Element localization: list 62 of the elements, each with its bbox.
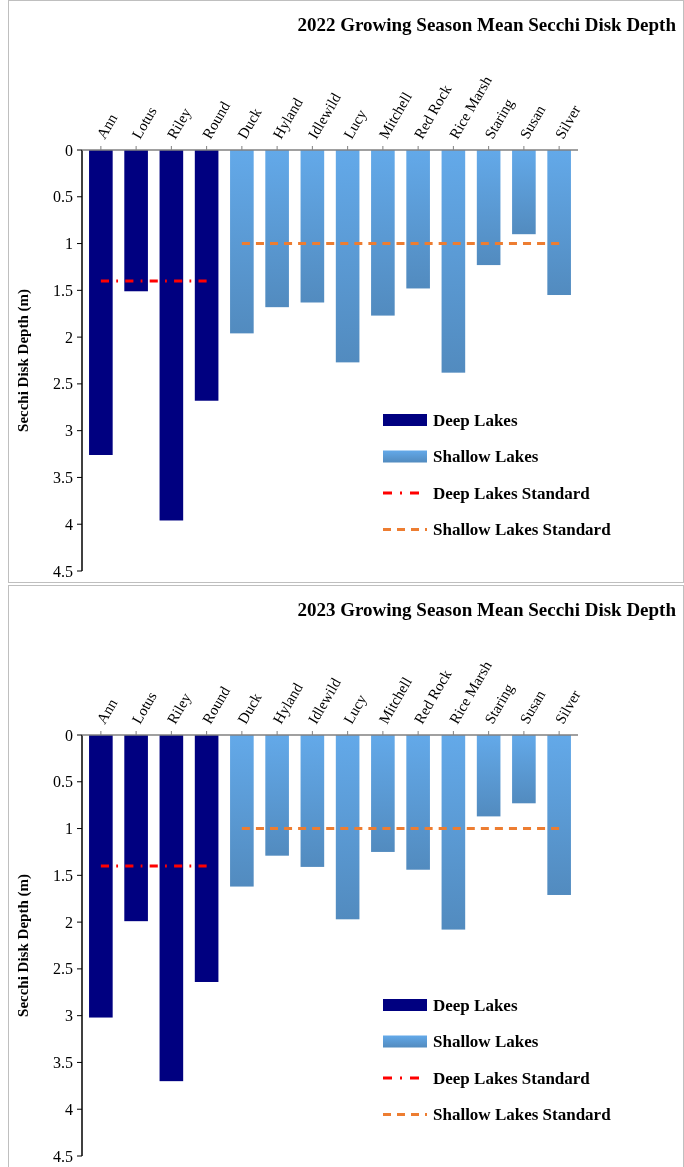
y-tick-label: 4.5 <box>53 1147 73 1165</box>
bar <box>300 735 325 867</box>
x-tick-label: Ann <box>93 695 121 727</box>
chart-title: 2022 Growing Season Mean Secchi Disk Depth <box>297 14 677 35</box>
bar <box>547 735 571 895</box>
bar <box>441 150 466 373</box>
legend-label: Deep Lakes Standard <box>433 1068 591 1088</box>
bar <box>124 735 148 922</box>
y-tick-label: 2 <box>65 328 73 346</box>
y-tick-label: 4 <box>65 1100 73 1118</box>
bar <box>512 150 536 235</box>
y-tick-label: 0 <box>65 141 73 159</box>
bar <box>371 735 395 852</box>
bar <box>124 150 148 292</box>
y-tick-label: 4 <box>65 515 73 533</box>
y-tick-label: 2.5 <box>53 375 73 393</box>
y-tick-label: 1.5 <box>53 866 73 884</box>
bar <box>335 735 360 920</box>
y-tick-label: 3.5 <box>53 469 73 487</box>
legend-label: Shallow Lakes Standard <box>433 1105 612 1125</box>
bar <box>547 150 571 296</box>
bar <box>230 735 254 887</box>
bar <box>406 735 430 870</box>
y-axis-title: Secchi Disk Depth (m) <box>15 289 32 432</box>
y-tick-label: 1 <box>65 235 73 253</box>
bar <box>265 735 289 856</box>
legend-label: Shallow Lakes <box>433 1032 539 1052</box>
y-tick-label: 0.5 <box>53 773 73 791</box>
y-tick-label: 3.5 <box>53 1054 73 1072</box>
y-tick-label: 0.5 <box>53 188 73 206</box>
y-tick-label: 3 <box>65 422 73 440</box>
bar <box>194 150 219 401</box>
bar <box>159 150 184 521</box>
legend-label: Deep Lakes Standard <box>433 483 591 503</box>
bar <box>441 735 466 930</box>
bar <box>159 735 184 1082</box>
y-tick-label: 0 <box>65 726 73 744</box>
y-tick-label: 1 <box>65 820 73 838</box>
legend-label: Deep Lakes <box>433 995 518 1015</box>
y-axis-title: Secchi Disk Depth (m) <box>15 874 32 1017</box>
bar <box>194 735 219 982</box>
y-tick-label: 4.5 <box>53 562 73 580</box>
bar <box>265 150 289 308</box>
bar <box>476 150 501 266</box>
y-tick-label: 2 <box>65 913 73 931</box>
bar <box>476 735 501 817</box>
y-tick-label: 3 <box>65 1007 73 1025</box>
bar <box>89 735 113 1018</box>
bar <box>335 150 360 363</box>
y-tick-label: 2.5 <box>53 960 73 978</box>
y-tick-label: 1.5 <box>53 281 73 299</box>
bar <box>371 150 395 316</box>
x-tick-label: Ann <box>93 110 121 142</box>
bar <box>89 150 113 455</box>
legend-label: Shallow Lakes <box>433 447 539 467</box>
legend-label: Deep Lakes <box>433 410 518 430</box>
legend-label: Shallow Lakes Standard <box>433 520 612 540</box>
bar <box>512 735 536 804</box>
bar <box>230 150 254 334</box>
bar <box>300 150 325 303</box>
chart-title: 2023 Growing Season Mean Secchi Disk Depth <box>297 599 677 620</box>
bar <box>406 150 430 289</box>
